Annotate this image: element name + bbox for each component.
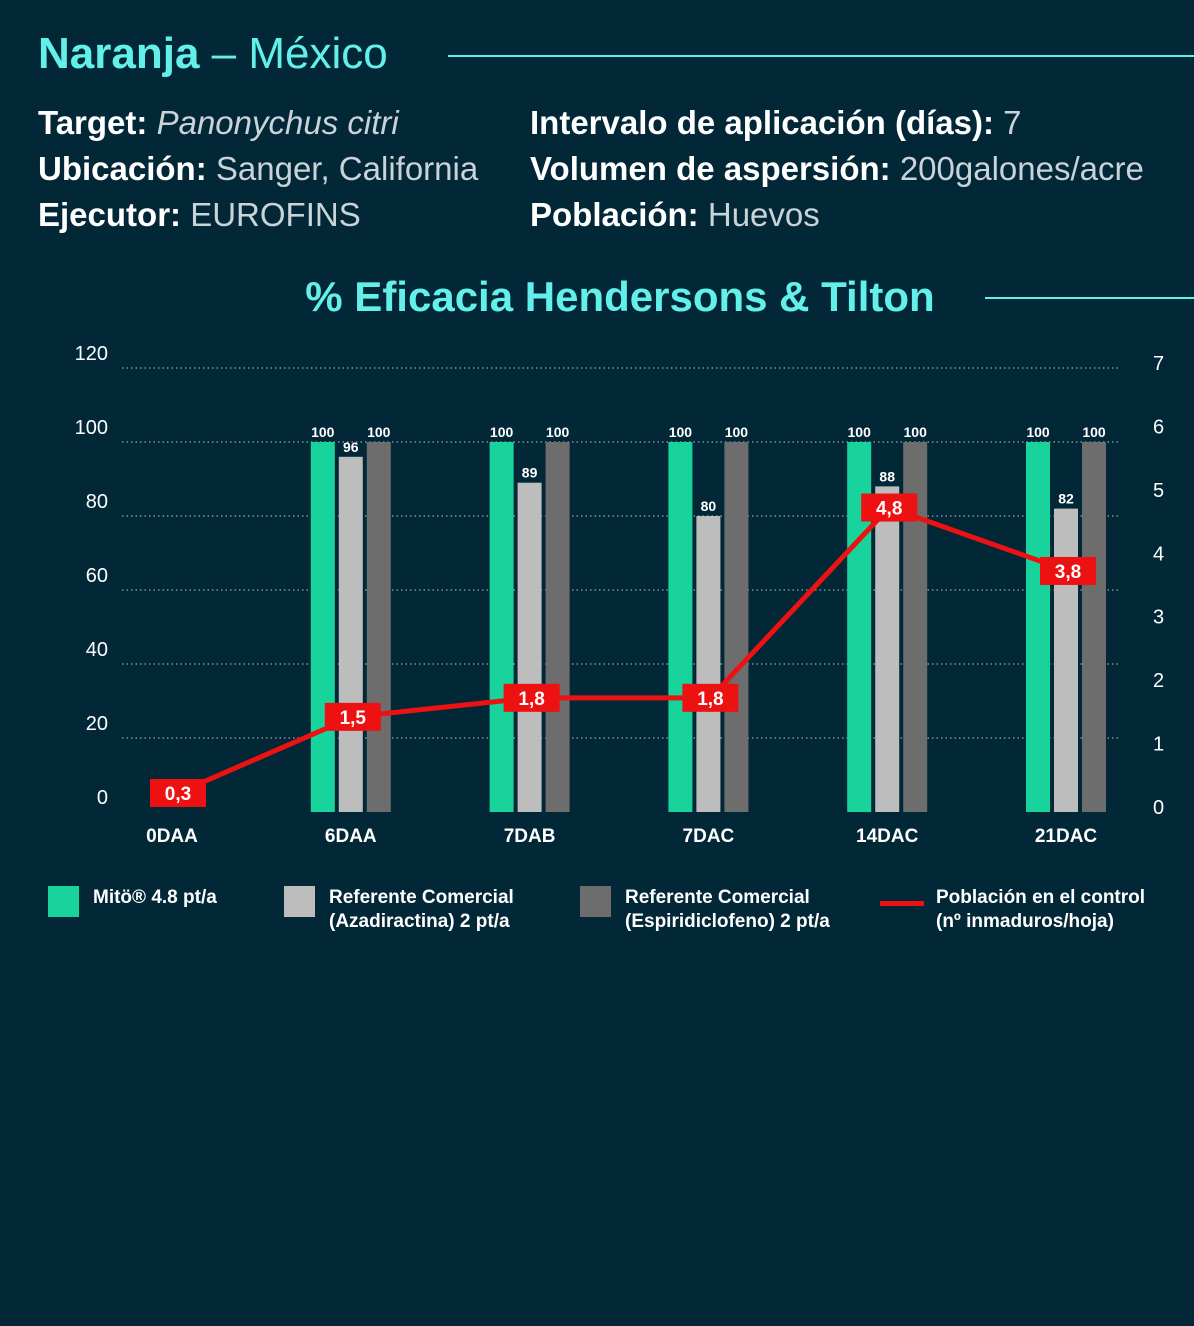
bar-value-label: 100	[546, 424, 570, 440]
crop-name: Naranja	[38, 29, 200, 78]
line-point-marker	[682, 683, 739, 712]
bar-value-label: 96	[343, 439, 359, 455]
info-interval: Intervalo de aplicación (días): 7	[530, 104, 1022, 141]
bar-value-label: 80	[701, 498, 717, 514]
x-tick-label: 0DAA	[146, 826, 198, 847]
bar	[1026, 442, 1050, 812]
country-name: México	[248, 29, 388, 78]
bar	[1082, 442, 1106, 812]
legend-label-azadiractina-line1: Referente Comercial	[329, 887, 514, 908]
y-tick-label: 60	[86, 565, 108, 587]
bar	[668, 442, 693, 812]
bar	[724, 442, 749, 812]
chart-title: % Eficacia Hendersons & Tilton	[305, 273, 935, 320]
line-point-marker	[324, 702, 381, 731]
bar-value-label: 88	[879, 468, 895, 484]
y2-tick-label: 5	[1153, 480, 1164, 502]
title-divider	[448, 55, 1194, 57]
legend-swatch-azadiractina	[284, 886, 315, 917]
y2-tick-label: 4	[1153, 543, 1164, 565]
legend-label-espiridiclofeno-line1: Referente Comercial	[625, 887, 810, 908]
legend-item-espiridiclofeno: Referente Comercial (Espiridiclofeno) 2 …	[580, 886, 830, 934]
line-point-marker	[503, 683, 560, 712]
efficacy-chart: 0 20 40 60 80 100 120 0 1 2 3 4 5 6 7 100 100 100 100 100 96…	[75, 343, 1165, 847]
y-tick-label: 120	[75, 343, 108, 365]
bar-value-label: 82	[1058, 491, 1074, 507]
chart-legend: Mitö® 4.8 pt/a Referente Comercial (Azad…	[0, 886, 1194, 956]
legend-swatch-mito	[48, 886, 79, 917]
info-population: Población: Huevos	[530, 196, 820, 233]
bar-value-label: 100	[1026, 424, 1050, 440]
bar-value-label: 100	[904, 424, 928, 440]
x-tick-label: 6DAA	[325, 826, 377, 847]
bar-value-label: 89	[522, 465, 538, 481]
page-title: Naranja – México	[38, 26, 388, 82]
bar	[310, 442, 335, 812]
bar	[517, 482, 542, 812]
y2-tick-label: 0	[1153, 797, 1164, 819]
legend-item-azadiractina: Referente Comercial (Azadiractina) 2 pt/…	[284, 886, 514, 934]
legend-label-mito: Mitö® 4.8 pt/a	[93, 887, 217, 908]
line-value-label: 1,8	[697, 689, 723, 710]
bar	[338, 456, 363, 812]
legend-label-espiridiclofeno-line2: (Espiridiclofeno) 2 pt/a	[625, 911, 830, 932]
bar-value-label: 100	[367, 424, 391, 440]
bar	[1054, 508, 1078, 812]
bar	[489, 442, 514, 812]
line-value-label: 1,5	[340, 708, 367, 729]
y2-tick-label: 1	[1153, 734, 1164, 756]
legend-line-control	[880, 901, 924, 906]
line-point-marker	[861, 493, 918, 522]
line-point-marker	[1040, 556, 1096, 585]
x-tick-label: 21DAC	[1035, 826, 1098, 847]
bar-value-label: 100	[725, 424, 749, 440]
y2-tick-label: 7	[1153, 353, 1164, 375]
bar-value-label: 100	[490, 424, 514, 440]
bar-value-label: 100	[669, 424, 693, 440]
bar	[696, 516, 721, 812]
control-line	[177, 505, 1069, 796]
x-tick-label: 14DAC	[856, 826, 919, 847]
y2-tick-label: 3	[1153, 607, 1164, 629]
y2-tick-label: 6	[1153, 416, 1164, 438]
bar	[366, 442, 391, 812]
line-value-label: 4,8	[876, 499, 902, 520]
legend-item-mito: Mitö® 4.8 pt/a	[48, 886, 217, 917]
line-point-marker	[150, 778, 206, 807]
y-tick-label: 20	[86, 713, 108, 735]
info-volume: Volumen de aspersión: 200galones/acre	[530, 150, 1144, 187]
bar-value-label: 100	[848, 424, 872, 440]
info-target: Target: Panonychus citri	[38, 104, 399, 141]
legend-label-control-line2: (nº inmaduros/hoja)	[936, 911, 1114, 932]
line-value-label: 1,8	[518, 689, 544, 710]
y-tick-label: 100	[75, 417, 108, 439]
chart-title-divider	[985, 297, 1194, 299]
title-separator: –	[211, 29, 237, 78]
x-tick-label: 7DAB	[504, 826, 556, 847]
line-value-label: 0,3	[165, 784, 191, 805]
legend-label-control-line1: Población en el control	[936, 887, 1146, 908]
y-tick-label: 0	[97, 787, 108, 809]
x-tick-label: 7DAC	[683, 826, 735, 847]
info-location: Ubicación: Sanger, California	[38, 150, 479, 187]
y-tick-label: 40	[86, 639, 108, 661]
line-value-label: 3,8	[1055, 562, 1081, 583]
bar-value-label: 100	[311, 424, 335, 440]
info-executor: Ejecutor: EUROFINS	[38, 196, 361, 233]
y-tick-label: 80	[86, 491, 108, 513]
y2-tick-label: 2	[1153, 670, 1164, 692]
legend-item-control: Población en el control (nº inmaduros/ho…	[880, 886, 1145, 934]
bar	[545, 442, 570, 812]
legend-label-azadiractina-line2: (Azadiractina) 2 pt/a	[329, 911, 510, 932]
bar-value-label: 100	[1082, 424, 1106, 440]
bar	[875, 486, 900, 812]
legend-swatch-espiridiclofeno	[580, 886, 611, 917]
